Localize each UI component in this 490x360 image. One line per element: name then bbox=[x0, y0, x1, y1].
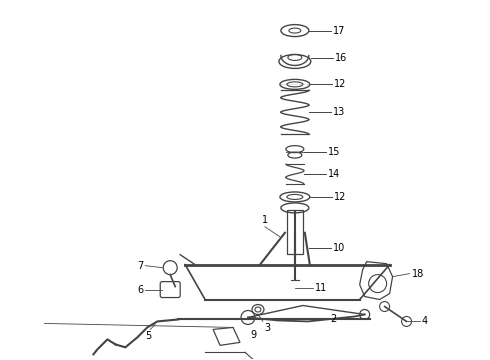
Text: 1: 1 bbox=[262, 215, 268, 225]
Text: 15: 15 bbox=[328, 147, 340, 157]
Text: 18: 18 bbox=[412, 269, 424, 279]
Text: 14: 14 bbox=[328, 169, 340, 179]
Text: 16: 16 bbox=[335, 54, 347, 63]
Text: 3: 3 bbox=[264, 323, 270, 333]
Text: 12: 12 bbox=[334, 79, 346, 89]
Text: 13: 13 bbox=[333, 107, 345, 117]
Text: 11: 11 bbox=[315, 283, 327, 293]
Text: 4: 4 bbox=[421, 316, 428, 327]
Text: 5: 5 bbox=[145, 332, 151, 341]
Text: 2: 2 bbox=[330, 314, 336, 324]
Bar bbox=[287, 210, 303, 254]
Text: 9: 9 bbox=[250, 330, 256, 341]
Text: 7: 7 bbox=[137, 261, 143, 271]
Text: 12: 12 bbox=[334, 192, 346, 202]
Text: 17: 17 bbox=[333, 26, 345, 36]
Text: 10: 10 bbox=[333, 243, 345, 253]
Text: 6: 6 bbox=[137, 284, 143, 294]
